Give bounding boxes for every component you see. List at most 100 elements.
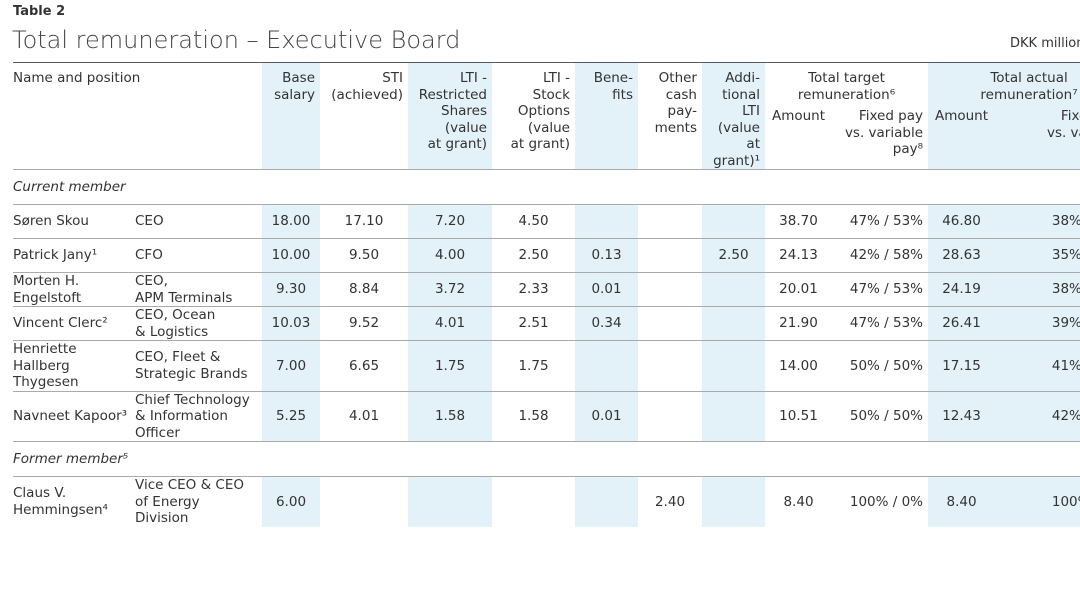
cell: 9.52 [320, 306, 408, 341]
column-header: Bene- fits [575, 62, 638, 170]
cell: 47% / 53% [832, 272, 929, 307]
cell [702, 476, 765, 527]
cell [638, 340, 702, 391]
cell [575, 204, 638, 239]
header-row: Amount Fixed pay vs. variable pay⁸ Amount F… [13, 106, 1080, 170]
cell: 14.00 [765, 340, 832, 391]
cell: Claus V. Hemmingsen⁴ [13, 476, 135, 527]
cell: 9.30 [262, 272, 320, 307]
cell [638, 306, 702, 341]
cell: 12.43 [928, 390, 996, 442]
cell: 2.50 [492, 238, 575, 273]
cell [702, 272, 765, 307]
cell: 10.03 [262, 306, 320, 341]
cell: 20.01 [765, 272, 832, 307]
cell: 3.72 [408, 272, 492, 307]
cell: Patrick Jany¹ [13, 238, 135, 273]
table-title: Total remuneration – Executive Board [12, 26, 461, 54]
cell: CEO, Ocean & Logistics [135, 306, 262, 341]
header-row: Name and position Base salary STI (achieve… [13, 62, 1080, 170]
column-header: Base salary [262, 62, 320, 170]
cell [638, 238, 702, 273]
column-header: STI (achieved) [331, 70, 403, 103]
cell: 4.01 [408, 306, 492, 341]
cell: 2.40 [638, 476, 702, 527]
data-row: Claus V. Hemmingsen⁴ Vice CEO & CEO of En… [13, 476, 1080, 527]
cell: 38.70 [765, 204, 832, 239]
cell: 24.19 [928, 272, 996, 307]
cell [702, 204, 765, 239]
cell: 5.25 [262, 390, 320, 442]
cell: 8.84 [320, 272, 408, 307]
cell: 46.80 [928, 204, 996, 239]
cell [638, 390, 702, 442]
cell: 24.13 [765, 238, 832, 273]
cell: 9.50 [320, 238, 408, 273]
cell: 38% / 62% [995, 204, 1080, 239]
cell: 1.58 [408, 390, 492, 442]
data-row: Henriette Hallberg Thygesen CEO, Fleet & … [13, 340, 1080, 391]
cell [702, 340, 765, 391]
section-row: Former member⁵ [13, 441, 1080, 477]
cell: 1.75 [408, 340, 492, 391]
cell: 50% / 50% [832, 390, 929, 442]
group-header: Total target remuneration⁶ [797, 70, 896, 103]
data-row: Vincent Clerc² CEO, Ocean & Logistics 10.0… [13, 306, 1080, 341]
remuneration-table: Name and position Base salary STI (achieve… [13, 62, 1080, 527]
cell: 4.00 [408, 238, 492, 273]
cell: 100% / 0% [995, 476, 1080, 527]
column-header: Addi- tional LTI (value at grant)¹ [702, 62, 765, 170]
cell: 2.50 [702, 238, 765, 273]
cell [408, 476, 492, 527]
data-row: Patrick Jany¹ CFO 10.00 9.50 4.00 2.50 0.13 2.5… [13, 238, 1080, 273]
cell: 1.75 [492, 340, 575, 391]
cell: 0.01 [575, 390, 638, 442]
cell: 7.00 [262, 340, 320, 391]
cell: 21.90 [765, 306, 832, 341]
unit: DKK million [1010, 36, 1080, 51]
cell: 0.01 [575, 272, 638, 307]
column-header: Amount [771, 108, 826, 125]
cell: 2.33 [492, 272, 575, 307]
section-row: Current member [13, 169, 1080, 205]
cell: Navneet Kapoor³ [13, 390, 135, 442]
cell: 7.20 [408, 204, 492, 239]
cell: 0.13 [575, 238, 638, 273]
cell: 8.40 [928, 476, 996, 527]
cell: 10.51 [765, 390, 832, 442]
cell: 17.10 [320, 204, 408, 239]
cell [320, 476, 408, 527]
cell: 42% / 58% [995, 390, 1080, 442]
cell: 8.40 [765, 476, 832, 527]
cell: 26.41 [928, 306, 996, 341]
cell: Henriette Hallberg Thygesen [13, 340, 135, 391]
section-label: Former member⁵ [13, 441, 1080, 477]
cell: 41% / 59% [995, 340, 1080, 391]
cell: CEO, APM Terminals [135, 272, 262, 307]
cell: 17.15 [928, 340, 996, 391]
table-label: Table 2 [13, 4, 66, 19]
cell: Vice CEO & CEO of Energy Division [135, 476, 262, 527]
cell: 50% / 50% [832, 340, 929, 391]
cell: 10.00 [262, 238, 320, 273]
cell: 4.01 [320, 390, 408, 442]
cell [575, 476, 638, 527]
data-row: Navneet Kapoor³ Chief Technology & Inform… [13, 390, 1080, 442]
cell: 6.65 [320, 340, 408, 391]
data-row: Søren Skou CEO 18.00 17.10 7.20 4.50 38.70 47% … [13, 204, 1080, 239]
cell: 18.00 [262, 204, 320, 239]
cell: 100% / 0% [832, 476, 929, 527]
cell: 28.63 [928, 238, 996, 273]
column-header: LTI - Stock Options (value at grant) [510, 70, 570, 152]
section-label: Current member [13, 169, 1080, 205]
cell: 4.50 [492, 204, 575, 239]
cell [702, 390, 765, 442]
cell: 47% / 53% [832, 306, 929, 341]
column-header: Other cash pay- ments [654, 70, 697, 136]
cell [638, 272, 702, 307]
cell: CEO, Fleet & Strategic Brands [135, 340, 262, 391]
column-header: Name and position [13, 70, 141, 86]
cell: 2.51 [492, 306, 575, 341]
column-header: Fixed pay vs. variable pay⁸ [844, 108, 924, 158]
